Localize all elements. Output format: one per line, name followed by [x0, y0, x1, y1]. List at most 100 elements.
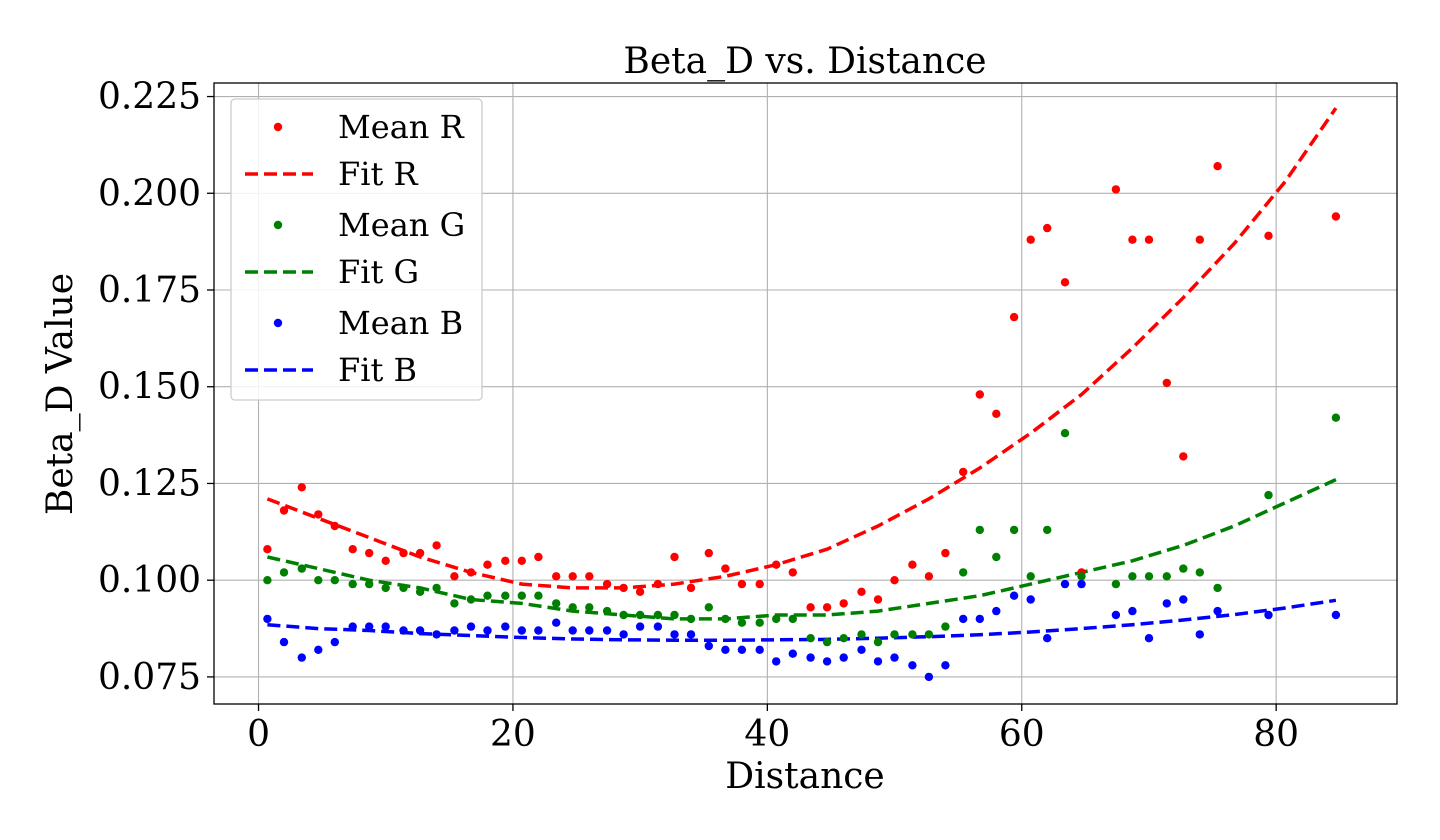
point-g	[381, 583, 390, 593]
x-axis-label: Distance	[725, 756, 884, 797]
point-g	[839, 634, 848, 643]
point-g	[619, 610, 628, 620]
point-b	[279, 637, 289, 647]
point-r	[1144, 235, 1154, 244]
point-b	[602, 626, 612, 635]
point-r	[1213, 162, 1222, 171]
point-b	[788, 649, 797, 658]
legend-label-mean-b: Mean B	[338, 304, 463, 342]
point-g	[432, 583, 441, 593]
y-axis: 0.075 0.100 0.125 0.150 0.175 0.200 0.225	[98, 77, 214, 698]
point-b	[941, 661, 950, 670]
point-g	[704, 603, 713, 612]
point-b	[908, 661, 917, 670]
point-b	[1144, 634, 1154, 643]
point-r	[1331, 212, 1341, 221]
legend-label-fit-r: Fit R	[338, 155, 418, 193]
point-g	[1077, 572, 1086, 581]
point-g	[415, 587, 425, 596]
point-b	[822, 657, 832, 666]
point-b	[721, 645, 730, 654]
point-g	[534, 591, 543, 600]
point-r	[822, 603, 832, 612]
point-g	[1128, 572, 1137, 581]
point-r	[1111, 185, 1121, 194]
point-g	[1043, 525, 1052, 535]
point-b	[755, 645, 764, 654]
point-g	[585, 603, 594, 612]
legend-marker-mean-r	[273, 122, 283, 132]
y-tick-label: 0.175	[98, 270, 201, 311]
point-r	[1195, 235, 1205, 244]
point-g	[263, 576, 272, 585]
point-r	[381, 556, 390, 565]
point-g	[857, 630, 866, 639]
point-g	[1195, 568, 1205, 577]
point-b	[619, 630, 628, 639]
point-g	[653, 610, 663, 620]
point-g	[279, 568, 289, 577]
point-r	[890, 576, 899, 585]
point-g	[686, 614, 696, 624]
point-g	[1060, 429, 1070, 438]
point-b	[517, 626, 526, 635]
legend-label-fit-b: Fit B	[338, 351, 417, 389]
point-r	[1128, 235, 1137, 244]
point-g	[314, 576, 323, 585]
point-b	[432, 630, 441, 639]
point-r	[857, 587, 866, 596]
legend: Mean R Fit R Mean G Fit G Mean B Fit B	[230, 98, 483, 401]
point-r	[1179, 452, 1188, 461]
point-g	[399, 583, 408, 593]
point-b	[1009, 591, 1019, 600]
point-r	[466, 568, 476, 577]
fit-curves	[266, 107, 1338, 642]
point-b	[568, 626, 577, 635]
point-b	[297, 653, 306, 662]
point-r	[721, 564, 730, 573]
point-g	[365, 579, 374, 589]
point-b	[1331, 610, 1341, 620]
point-b	[330, 637, 339, 647]
point-r	[772, 560, 781, 569]
point-r	[501, 556, 510, 565]
point-b	[1111, 610, 1121, 620]
point-r	[924, 572, 934, 581]
legend-marker-mean-b	[273, 318, 283, 328]
point-b	[585, 626, 594, 635]
point-g	[1331, 413, 1341, 422]
point-r	[1009, 312, 1019, 322]
point-b	[1043, 634, 1052, 643]
point-b	[415, 626, 425, 635]
point-b	[399, 626, 408, 635]
point-b	[466, 622, 476, 631]
point-g	[822, 637, 832, 647]
legend-marker-mean-g	[273, 220, 283, 230]
point-r	[941, 548, 950, 558]
point-g	[1026, 572, 1035, 581]
point-r	[415, 548, 425, 558]
point-g	[755, 618, 764, 627]
point-g	[772, 614, 781, 624]
point-g	[450, 599, 459, 608]
point-g	[788, 614, 797, 624]
point-r	[992, 409, 1001, 418]
point-r	[975, 390, 984, 399]
point-r	[653, 579, 663, 589]
point-r	[552, 572, 561, 581]
point-r	[330, 521, 339, 531]
point-g	[992, 552, 1001, 562]
point-g	[975, 525, 984, 535]
point-g	[1009, 525, 1019, 535]
point-g	[483, 591, 492, 600]
point-b	[924, 672, 934, 682]
point-b	[552, 618, 561, 627]
point-r	[365, 548, 374, 558]
point-r	[755, 579, 764, 589]
fit-line-b	[267, 598, 1337, 642]
y-tick-label: 0.100	[98, 560, 201, 601]
point-r	[839, 599, 848, 608]
point-b	[1128, 606, 1137, 616]
point-g	[737, 618, 747, 627]
